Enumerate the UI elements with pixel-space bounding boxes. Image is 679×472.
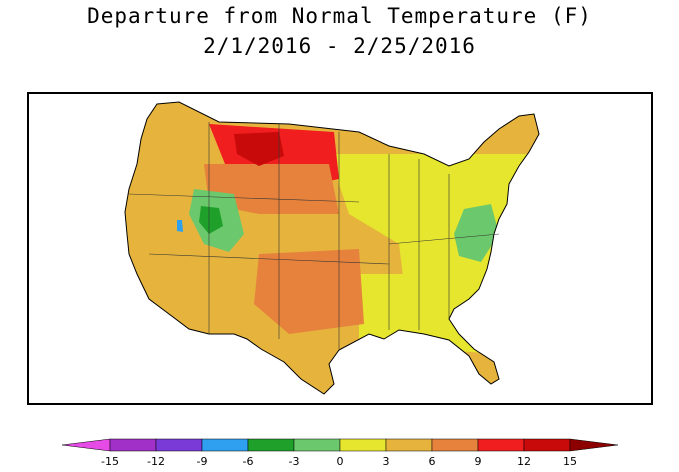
map-panel <box>27 92 653 405</box>
legend-swatch <box>431 438 479 452</box>
legend-tick-label: 6 <box>428 455 436 468</box>
northern-rockies-orange <box>204 164 339 214</box>
legend-tick-label: 0 <box>336 455 344 468</box>
legend-swatch <box>109 438 157 452</box>
southeast-band <box>359 274 499 354</box>
us-temperature-map <box>124 101 540 395</box>
legend-tick-label: -15 <box>101 455 119 468</box>
southern-plains-orange <box>254 249 364 334</box>
base-warm-band <box>125 102 539 394</box>
legend-swatch <box>477 438 525 452</box>
legend-tick-label: 15 <box>563 455 577 468</box>
legend-arrow-low <box>61 438 111 452</box>
legend-tick-label: 9 <box>474 455 482 468</box>
montana-hot-core <box>234 132 284 166</box>
legend-swatch <box>155 438 203 452</box>
legend-tick-label: 3 <box>382 455 390 468</box>
legend-arrow-high <box>569 438 619 452</box>
map-title: Departure from Normal Temperature (F) <box>87 4 592 28</box>
legend-swatch <box>201 438 249 452</box>
legend-tick-label: 12 <box>517 455 531 468</box>
state-borders <box>128 122 500 349</box>
legend-tick-label: -9 <box>196 455 208 468</box>
legend-swatch <box>523 438 571 452</box>
legend-tick-label: -12 <box>147 455 165 468</box>
legend-tick-label: -3 <box>288 455 300 468</box>
state-border <box>148 253 390 265</box>
great-basin-cool-core <box>199 206 223 234</box>
legend-swatch <box>247 438 295 452</box>
florida-cool <box>479 324 501 359</box>
state-border <box>128 193 360 203</box>
legend-tick-label: -6 <box>242 455 254 468</box>
appalachian-cool <box>454 204 499 262</box>
basin-cold-spot <box>177 220 183 232</box>
map-date-range: 2/1/2016 - 2/25/2016 <box>203 34 476 58</box>
legend-swatch <box>339 438 387 452</box>
temperature-field <box>125 102 539 394</box>
legend-swatch <box>293 438 341 452</box>
state-border <box>388 233 500 245</box>
legend-swatch <box>385 438 433 452</box>
